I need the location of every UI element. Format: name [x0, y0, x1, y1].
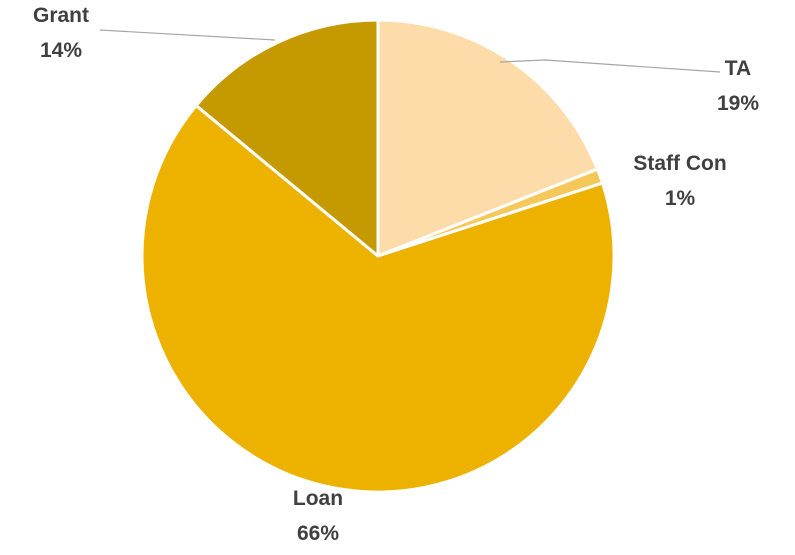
slice-percent-staff-con: 1% [665, 187, 696, 210]
slice-label-staff-con: Staff Con [633, 152, 726, 175]
pie-slice-loan [140, 104, 616, 494]
pie-slice-ta [376, 18, 599, 258]
slice-percent-grant: 14% [40, 39, 82, 62]
slice-label-loan: Loan [293, 487, 343, 510]
pie-slice-grant [194, 18, 380, 258]
leader-line-ta [499, 59, 721, 73]
slice-label-grant: Grant [33, 4, 89, 27]
leader-line-grant [99, 29, 276, 41]
slice-percent-loan: 66% [297, 522, 339, 545]
slice-label-ta: TA [725, 57, 751, 80]
slice-percent-ta: 19% [717, 92, 759, 115]
